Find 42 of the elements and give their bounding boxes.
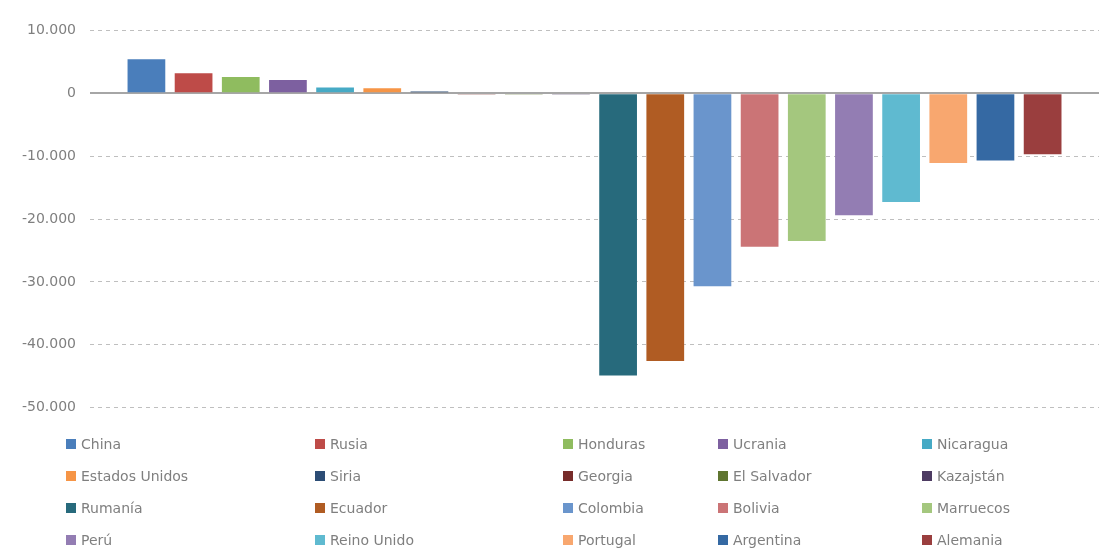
legend-label: Reino Unido: [330, 532, 414, 548]
bar: [882, 94, 920, 203]
y-tick-label: 0: [67, 83, 77, 100]
legend-label: Bolivia: [733, 500, 780, 516]
bar: [646, 94, 685, 362]
y-tick-label: -50.000: [21, 398, 77, 415]
bar: [599, 94, 637, 376]
bar: [787, 94, 826, 241]
legend-label: China: [81, 436, 121, 452]
legend-label: Estados Unidos: [81, 468, 189, 484]
y-tick-label: -10.000: [21, 146, 77, 163]
legend-label: Portugal: [578, 532, 636, 548]
bar: [976, 94, 1015, 161]
bar: [221, 76, 260, 93]
y-tick-label: -20.000: [21, 209, 77, 226]
legend-label: Colombia: [578, 500, 644, 516]
legend-label: Nicaragua: [937, 436, 1009, 452]
y-tick-label: -30.000: [21, 272, 77, 289]
bar: [929, 94, 968, 164]
bar: [363, 88, 402, 93]
y-tick-label: 10.000: [27, 21, 77, 38]
bar: [693, 94, 732, 287]
legend-label: Georgia: [578, 468, 633, 484]
bar: [127, 59, 166, 93]
bar: [174, 73, 213, 93]
legend-label: Honduras: [578, 436, 646, 452]
legend-label: Perú: [81, 532, 113, 548]
bar: [1023, 94, 1062, 155]
legend-label: Ecuador: [330, 500, 388, 516]
legend-label: El Salvador: [733, 468, 812, 484]
legend-label: Rusia: [330, 436, 368, 452]
legend-label: Siria: [330, 468, 362, 484]
legend-label: Alemania: [937, 532, 1003, 548]
y-tick-label: -40.000: [21, 335, 77, 352]
legend-label: Kazajstán: [937, 468, 1005, 484]
bar: [269, 80, 307, 93]
bar: [740, 94, 779, 247]
legend-label: Ucrania: [733, 436, 787, 452]
legend-label: Marruecos: [937, 500, 1010, 516]
legend-label: Rumanía: [81, 500, 143, 516]
legend-label: Argentina: [733, 532, 802, 548]
bar: [835, 94, 873, 216]
